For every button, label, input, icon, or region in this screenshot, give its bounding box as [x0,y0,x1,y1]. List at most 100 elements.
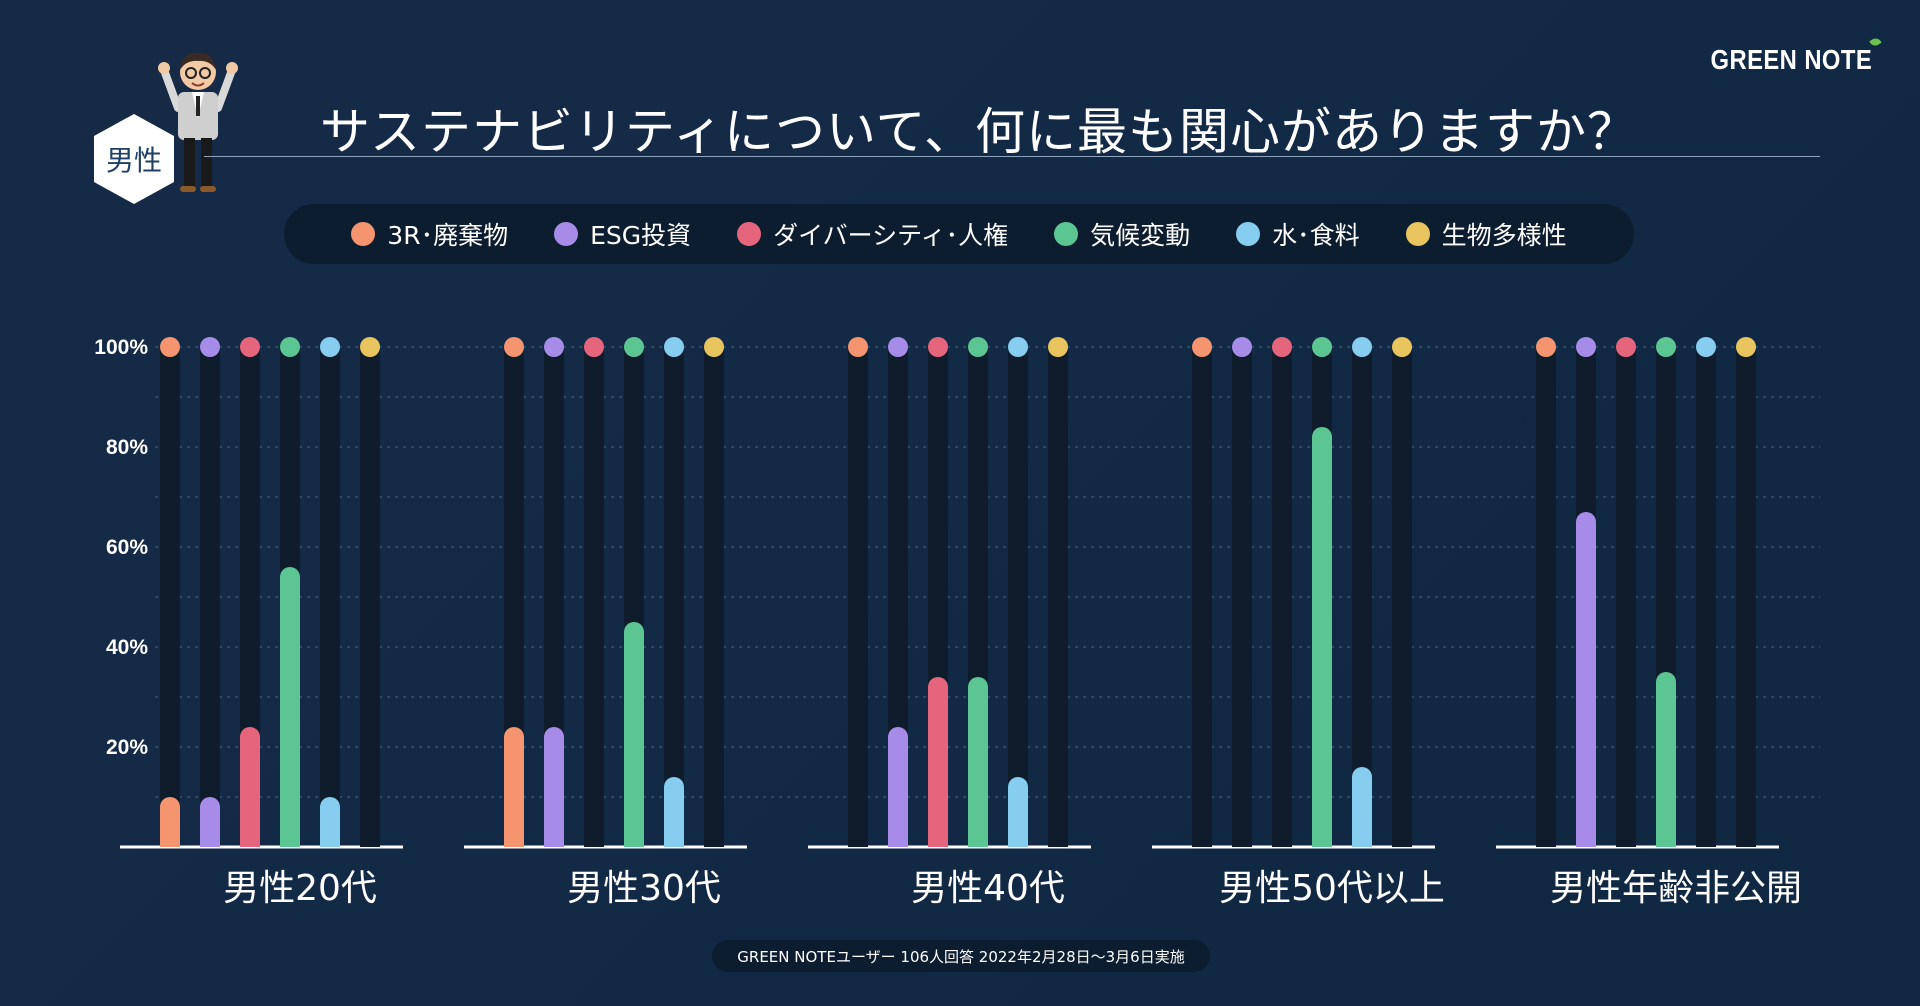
series-marker-dot [624,337,644,357]
series-marker-dot [1736,337,1756,357]
legend-swatch [351,222,376,246]
bar-track [240,347,260,847]
series-marker-dot [848,337,868,357]
survey-footnote: GREEN NOTEユーザー 106人回答 2022年2月28日〜3月6日実施 [712,940,1210,972]
legend-label: 3R･廃棄物 [387,221,509,250]
bar-track [200,347,220,847]
bar-track [1272,347,1292,847]
bar [888,727,908,847]
bar [320,797,340,847]
legend-label: ESG投資 [590,221,692,250]
bar-track [1008,347,1028,847]
y-tick-label: 20% [106,736,148,759]
legend-swatch [1236,222,1261,246]
bar-base [160,837,180,847]
bar-track [584,347,604,847]
series-marker-dot [928,337,948,357]
series-marker-dot [1576,337,1596,357]
series-marker-dot [320,337,340,357]
legend-item: 3R･廃棄物 [351,216,508,252]
bar [160,797,180,847]
series-marker-dot [1232,337,1252,357]
legend-label: 気候変動 [1090,221,1191,250]
legend-swatch [1054,222,1079,246]
category-label: 男性50代以上 [1219,868,1445,909]
legend-label: ダイバーシティ･人権 [773,221,1009,250]
bar [1312,427,1332,847]
bar-base [1352,837,1372,847]
bar-track [664,347,684,847]
bar-track [1392,347,1412,847]
bar-base [1312,837,1332,847]
bar [240,727,260,847]
series-marker-dot [200,337,220,357]
series-marker-dot [704,337,724,357]
bar [1656,672,1676,847]
bar-base [544,837,564,847]
bar-base [624,837,644,847]
bar [664,777,684,847]
bar-track [704,347,724,847]
series-marker-dot [1536,337,1556,357]
y-tick-label: 80% [106,436,148,459]
bar-track [1536,347,1556,847]
bar [928,677,948,847]
series-marker-dot [360,337,380,357]
bar-track [1352,347,1372,847]
bar-track [1192,347,1212,847]
bar [624,622,644,847]
series-marker-dot [1272,337,1292,357]
y-tick-label: 60% [106,536,148,559]
legend-swatch [554,222,579,246]
series-marker-dot [1616,337,1636,357]
bar-track [544,347,564,847]
bar-base [664,837,684,847]
series-marker-dot [1352,337,1372,357]
bar-base [888,837,908,847]
bar-base [1576,837,1596,847]
category-label: 男性40代 [911,868,1065,909]
category-label: 男性20代 [223,868,377,909]
bar-base [1656,837,1676,847]
legend-item: ESG投資 [554,216,691,252]
bar-base [1008,837,1028,847]
bar-track [504,347,524,847]
bar-base [928,837,948,847]
bar-track [360,347,380,847]
legend-label: 生物多様性 [1441,221,1567,250]
y-tick-label: 100% [94,336,148,359]
bar-base [280,837,300,847]
bar-base [504,837,524,847]
series-marker-dot [504,337,524,357]
chart-legend: 3R･廃棄物 ESG投資 ダイバーシティ･人権 気候変動 水･食料 生物多様性 [284,204,1634,264]
businessman-icon [158,52,238,192]
legend-swatch [1405,222,1430,246]
y-tick-label: 40% [106,636,148,659]
brand-logo: GREEN NOTE [1710,35,1882,76]
series-marker-dot [1656,337,1676,357]
bar-track [160,347,180,847]
bar-track [320,347,340,847]
bar-base [240,837,260,847]
series-marker-dot [280,337,300,357]
bar-track [1696,347,1716,847]
bar [280,567,300,847]
bar [544,727,564,847]
series-marker-dot [544,337,564,357]
hexagon-badge [94,114,174,204]
category-label: 男性年齢非公開 [1550,868,1802,909]
bar [968,677,988,847]
series-marker-dot [1008,337,1028,357]
bar [200,797,220,847]
bar-base [200,837,220,847]
legend-item: ダイバーシティ･人権 [737,216,1008,252]
series-marker-dot [664,337,684,357]
brand-name: GREEN NOTE [1710,44,1872,75]
series-marker-dot [1192,337,1212,357]
badge-label: 男性 [105,144,162,177]
series-marker-dot [240,337,260,357]
series-marker-dot [1312,337,1332,357]
chart-title: サステナビリティについて、何に最も関心がありますか？ [320,103,1638,161]
bar-track [848,347,868,847]
